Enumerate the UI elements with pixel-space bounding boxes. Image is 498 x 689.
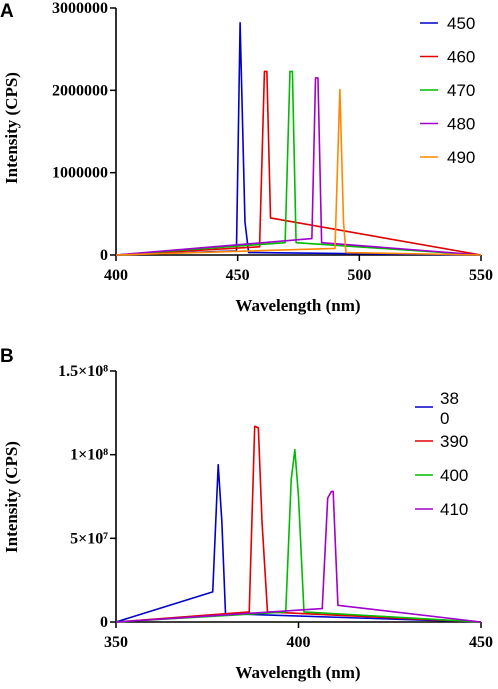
panel-a-legend: 450 460 470 480 490	[420, 14, 475, 167]
panel-a-y-label: Intensity (CPS)	[2, 72, 21, 184]
panel-b-y-label: Intensity (CPS)	[2, 441, 21, 553]
panel-a-letter: A	[0, 1, 14, 22]
panel-b-y-tick-label: 1.5×10⁸	[58, 363, 108, 380]
panel-b-legend: 380 390 400 410	[415, 389, 468, 519]
panel-a-y-tick-label: 2000000	[52, 82, 108, 99]
panel-a-series-line-1	[115, 70, 482, 256]
panel-a-legend-label-3: 480	[447, 115, 475, 134]
panel-a-x-tick-label: 500	[347, 267, 371, 284]
panel-a-series-line-3	[115, 77, 482, 256]
panel-b-legend-label-0: 38	[440, 389, 459, 408]
panel-a-x-tick-label: 450	[226, 267, 250, 284]
panel-a-ticks: 400 450 500 550 0 1000000 2000000 3000000	[52, 0, 493, 284]
panel-b-legend-label-1: 390	[440, 432, 468, 451]
panel-b-legend-label-2: 400	[440, 466, 468, 485]
panel-b: B Wavelength (nm) Intensity (CPS) 350 400…	[0, 346, 493, 682]
panel-a-y-tick-label: 3000000	[52, 0, 108, 17]
panel-b-x-tick-label: 350	[104, 634, 128, 651]
panel-b-ticks: 350 400 450 0 5×10⁷ 1×10⁸ 1.5×10⁸	[58, 363, 493, 651]
panel-a-x-tick-label: 400	[104, 267, 128, 284]
panel-b-x-tick-label: 450	[469, 634, 493, 651]
panel-b-x-label: Wavelength (nm)	[235, 663, 360, 682]
panel-b-y-tick-label: 0	[100, 614, 108, 631]
panel-b-letter: B	[0, 346, 14, 367]
panel-b-series-line-0	[115, 463, 482, 623]
panel-b-series-line-2	[115, 448, 482, 623]
panel-a-legend-label-0: 450	[447, 14, 475, 33]
panel-a-series	[115, 22, 482, 256]
panel-a-legend-label-4: 490	[447, 148, 475, 167]
panel-b-series-line-1	[115, 425, 482, 623]
panel-b-legend-label-0: 0	[440, 409, 449, 428]
panel-a-series-line-2	[115, 70, 482, 256]
panel-b-legend-label-3: 410	[440, 500, 468, 519]
panel-a-x-tick-label: 550	[469, 267, 493, 284]
panel-a: A Wavelength (nm) Intensity (CPS) 400 450…	[0, 0, 493, 315]
panel-a-series-line-0	[115, 22, 482, 256]
panel-b-y-tick-label: 1×10⁸	[70, 447, 108, 464]
panel-a-y-tick-label: 0	[100, 247, 108, 264]
panel-a-legend-label-2: 470	[447, 81, 475, 100]
panel-b-series-line-3	[115, 490, 482, 623]
panel-b-y-tick-label: 5×10⁷	[70, 530, 108, 547]
panel-a-x-label: Wavelength (nm)	[235, 296, 360, 315]
panel-a-series-line-4	[115, 88, 482, 256]
panel-a-legend-label-1: 460	[447, 48, 475, 67]
panel-b-series	[115, 425, 482, 623]
panel-b-x-tick-label: 400	[287, 634, 311, 651]
panel-a-y-tick-label: 1000000	[52, 165, 108, 182]
